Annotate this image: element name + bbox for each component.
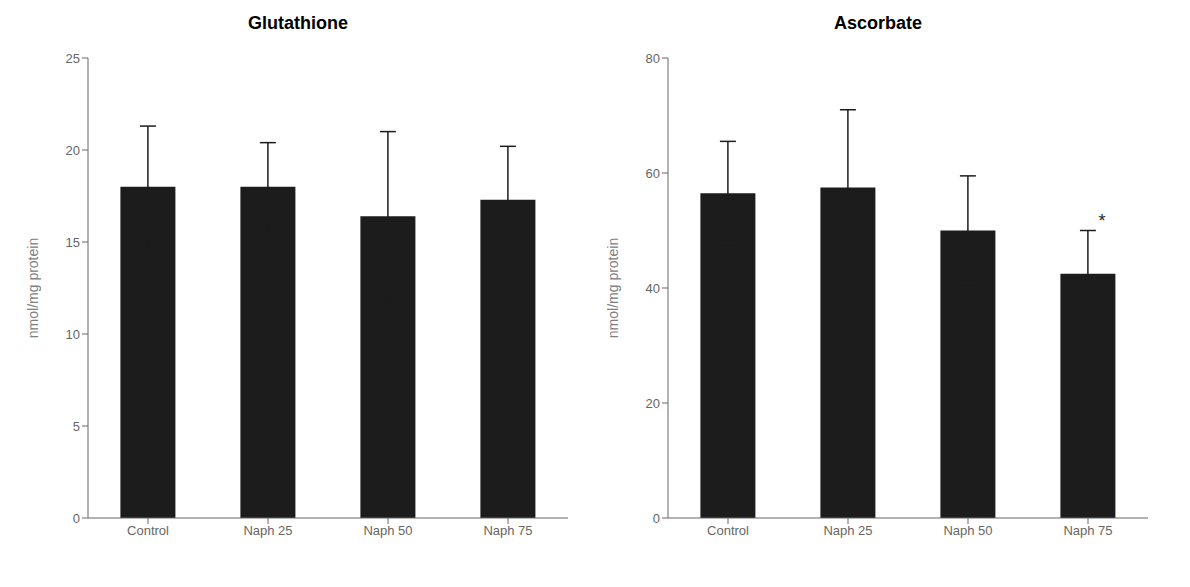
- svg-text:Control: Control: [707, 523, 749, 538]
- svg-text:20: 20: [646, 396, 660, 411]
- svg-text:Naph 75: Naph 75: [483, 523, 532, 538]
- svg-text:5: 5: [73, 419, 80, 434]
- svg-text:0: 0: [73, 511, 80, 526]
- svg-text:0: 0: [653, 511, 660, 526]
- svg-text:Naph 25: Naph 25: [823, 523, 872, 538]
- svg-text:Naph 50: Naph 50: [943, 523, 992, 538]
- svg-text:nmol/mg protein: nmol/mg protein: [605, 238, 621, 338]
- svg-text:25: 25: [66, 51, 80, 66]
- svg-text:15: 15: [66, 235, 80, 250]
- svg-text:nmol/mg protein: nmol/mg protein: [25, 238, 41, 338]
- svg-text:40: 40: [646, 281, 660, 296]
- svg-text:*: *: [1098, 211, 1105, 231]
- svg-text:80: 80: [646, 51, 660, 66]
- svg-text:Naph 25: Naph 25: [243, 523, 292, 538]
- html-text:Ascorbate: Ascorbate: [834, 13, 922, 33]
- svg-text:60: 60: [646, 166, 660, 181]
- svg-text:20: 20: [66, 143, 80, 158]
- svg-text:Naph 75: Naph 75: [1063, 523, 1112, 538]
- svg-text:Naph 50: Naph 50: [363, 523, 412, 538]
- svg-text:10: 10: [66, 327, 80, 342]
- svg-text:Control: Control: [127, 523, 169, 538]
- html-text:Glutathione: Glutathione: [248, 13, 348, 33]
